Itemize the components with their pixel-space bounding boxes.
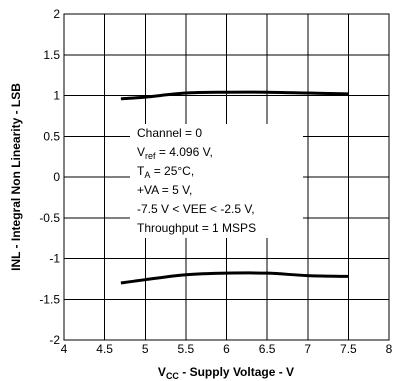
x-tick-label: 8 bbox=[386, 342, 393, 356]
y-tick-label: -1 bbox=[49, 252, 60, 266]
y-tick-label: -2 bbox=[49, 333, 60, 347]
annotation-line-channel: Channel = 0 bbox=[137, 126, 202, 140]
annotation-text: Channel = 0 Vref = 4.096 V, TA = 25°C, +… bbox=[137, 126, 256, 235]
x-tick-label: 5 bbox=[142, 342, 149, 356]
annotation-box bbox=[130, 124, 303, 238]
y-tick-label: 2 bbox=[53, 7, 60, 21]
annotation-line-va: +VA = 5 V, bbox=[137, 183, 192, 197]
y-tick-label: 1 bbox=[53, 89, 60, 103]
y-tick-label: 1.5 bbox=[43, 48, 60, 62]
x-tick-label: 7.5 bbox=[340, 342, 357, 356]
annotation-line-throughput: Throughput = 1 MSPS bbox=[137, 221, 256, 235]
y-tick-label: -1.5 bbox=[39, 292, 60, 306]
y-tick-labels: 2 1.5 1 0.5 0 -0.5 -1 -1.5 -2 bbox=[39, 7, 60, 347]
x-tick-label: 6 bbox=[223, 342, 230, 356]
x-tick-label: 4.5 bbox=[96, 342, 113, 356]
x-tick-label: 4 bbox=[61, 342, 68, 356]
series-line-min-inl bbox=[120, 271, 349, 285]
annotation-line-ta: TA = 25°C, bbox=[137, 164, 194, 180]
annotation-line-vee: -7.5 V < VEE < -2.5 V, bbox=[137, 202, 255, 216]
y-axis-label: INL - Integral Non Linearity - LSB bbox=[9, 83, 23, 271]
x-axis-label: VCC - Supply Voltage - V bbox=[158, 365, 294, 381]
y-tick-label: 0 bbox=[53, 170, 60, 184]
plot-frame bbox=[63, 13, 390, 341]
chart-series bbox=[120, 90, 349, 285]
y-tick-label: 0.5 bbox=[43, 129, 60, 143]
y-tick-label: -0.5 bbox=[39, 211, 60, 225]
x-tick-labels: 4 4.5 5 5.5 6 6.5 7 7.5 8 bbox=[61, 342, 393, 356]
x-tick-label: 5.5 bbox=[178, 342, 195, 356]
annotation-line-vref: Vref = 4.096 V, bbox=[137, 145, 213, 161]
x-tick-label: 6.5 bbox=[259, 342, 276, 356]
x-tick-label: 7 bbox=[304, 342, 311, 356]
series-line-max-inl bbox=[120, 90, 349, 101]
